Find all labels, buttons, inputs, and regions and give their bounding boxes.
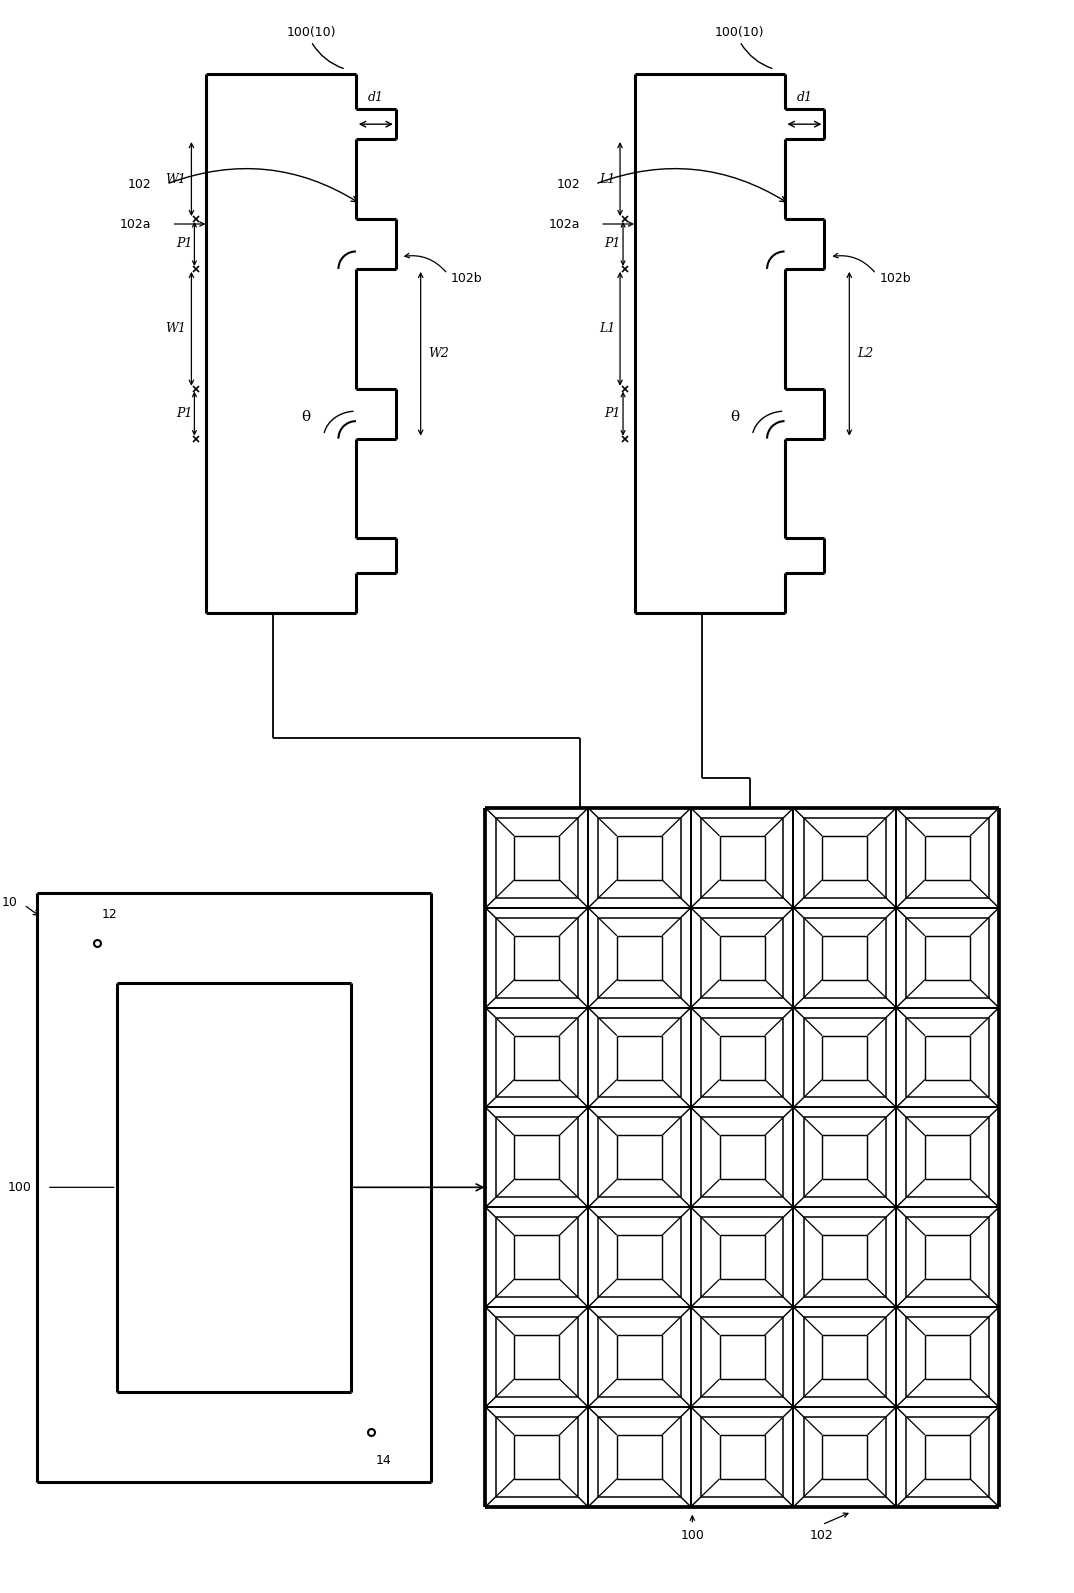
- Text: 102a: 102a: [549, 218, 580, 231]
- Text: 102: 102: [556, 177, 580, 191]
- Text: L2: L2: [857, 347, 873, 360]
- Text: 100(10): 100(10): [715, 27, 765, 40]
- Text: W2: W2: [429, 347, 450, 360]
- Text: L1: L1: [599, 322, 615, 335]
- Text: 102b: 102b: [451, 272, 482, 285]
- Text: W1: W1: [165, 172, 187, 185]
- Text: 102: 102: [128, 177, 151, 191]
- Text: P1: P1: [605, 237, 621, 250]
- Text: 102a: 102a: [120, 218, 151, 231]
- Text: L1: L1: [599, 172, 615, 185]
- Text: θ: θ: [302, 409, 310, 424]
- Text: W1: W1: [165, 322, 187, 335]
- Text: θ: θ: [730, 409, 739, 424]
- Text: 102: 102: [810, 1529, 833, 1542]
- Text: 100: 100: [8, 1180, 32, 1193]
- Text: 100(10): 100(10): [287, 27, 336, 40]
- Text: 12: 12: [102, 908, 117, 921]
- Text: 10: 10: [2, 897, 18, 910]
- Text: 14: 14: [376, 1454, 392, 1467]
- Text: P1: P1: [176, 408, 192, 421]
- Text: 102b: 102b: [880, 272, 911, 285]
- Text: d1: d1: [367, 91, 383, 104]
- Text: P1: P1: [605, 408, 621, 421]
- Text: P1: P1: [176, 237, 192, 250]
- Text: 100: 100: [681, 1529, 705, 1542]
- Text: d1: d1: [797, 91, 812, 104]
